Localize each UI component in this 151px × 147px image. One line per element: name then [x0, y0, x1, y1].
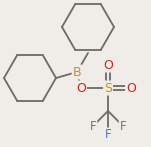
- Text: O: O: [76, 81, 86, 95]
- Text: O: O: [103, 59, 113, 71]
- Text: F: F: [90, 120, 96, 132]
- Text: F: F: [120, 120, 126, 132]
- Text: O: O: [126, 81, 136, 95]
- Text: B: B: [73, 66, 81, 78]
- Text: F: F: [105, 128, 111, 142]
- Text: S: S: [104, 81, 112, 95]
